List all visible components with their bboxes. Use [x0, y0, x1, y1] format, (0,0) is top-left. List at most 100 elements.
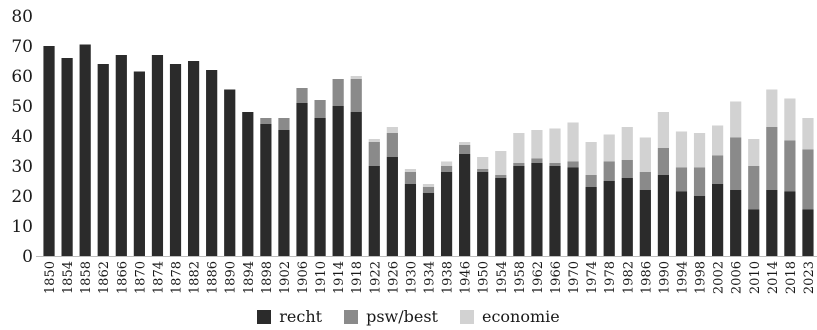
- bar-segment-economie-2006: [730, 101, 742, 138]
- y-tick-label: 30: [11, 157, 33, 177]
- y-tick-label: 50: [11, 97, 33, 117]
- legend-item-recht: recht: [257, 307, 322, 326]
- bar-segment-recht-1946: [459, 154, 471, 256]
- bar-segment-recht-1978: [603, 181, 615, 256]
- x-tick-label: 1946: [459, 261, 474, 294]
- x-tick-label: 2010: [748, 261, 763, 294]
- bar-segment-economie-1994: [675, 131, 688, 168]
- bar-segment-recht-1878: [169, 64, 182, 256]
- bar-segment-economie-2010: [748, 139, 760, 166]
- bar-segment-psw-best-1926: [386, 133, 398, 157]
- bar-segment-economie-1950: [477, 157, 489, 169]
- bar-segment-recht-1854: [61, 58, 73, 256]
- bar-segment-economie-1974: [585, 142, 597, 175]
- bar-segment-psw-best-2014: [766, 127, 778, 190]
- x-tick-label: 1910: [314, 261, 329, 294]
- bar-segment-economie-1926: [386, 127, 398, 133]
- bar-segment-economie-1918: [350, 76, 362, 79]
- bar-segment-psw-best-1914: [332, 79, 344, 106]
- bar-segment-economie-1990: [657, 112, 670, 148]
- bar-segment-economie-1970: [567, 122, 579, 162]
- bar-segment-recht-1902: [278, 130, 290, 256]
- legend-swatch-recht: [257, 309, 272, 324]
- bar-segment-economie-2023: [802, 118, 814, 150]
- bar-segment-recht-1970: [567, 167, 579, 256]
- bar-segment-recht-1950: [477, 172, 489, 256]
- bar-segment-psw-best-1970: [567, 161, 579, 168]
- bar-segment-economie-1978: [603, 134, 615, 162]
- bar-segment-psw-best-1998: [693, 167, 706, 196]
- bar-segment-recht-1930: [404, 184, 417, 256]
- legend-label-economie: economie: [481, 307, 560, 326]
- x-tick-label: 1862: [97, 261, 112, 294]
- bar-segment-psw-best-2002: [712, 155, 724, 184]
- bar-segment-recht-1998: [693, 196, 706, 256]
- x-tick-label: 1966: [549, 261, 564, 294]
- bar-segment-psw-best-1930: [404, 172, 417, 184]
- y-axis: 0 10 20 30 40 50 60 70 80: [11, 7, 817, 267]
- x-tick-label: 2023: [802, 261, 817, 294]
- bar-segment-psw-best-1946: [459, 145, 471, 154]
- x-tick-label: 1930: [404, 261, 419, 294]
- bar-segment-recht-2010: [748, 209, 760, 256]
- bar-segment-psw-best-1902: [278, 118, 290, 130]
- bar-segment-recht-1858: [79, 44, 91, 256]
- x-tick-label: 2014: [766, 261, 781, 294]
- x-tick-label: 1886: [206, 261, 221, 294]
- y-tick-label: 70: [11, 37, 33, 57]
- bar-segment-economie-1958: [513, 133, 525, 163]
- bar-segment-psw-best-1898: [260, 118, 272, 124]
- x-tick-label: 1902: [278, 261, 293, 294]
- bar-segment-psw-best-1918: [350, 79, 362, 112]
- bar-segment-recht-1954: [495, 178, 507, 256]
- bar-segment-recht-1982: [621, 178, 633, 256]
- bar-segment-economie-1966: [549, 128, 561, 163]
- bar-segment-psw-best-1990: [657, 148, 670, 175]
- bar-segment-recht-1890: [224, 89, 236, 256]
- y-tick-label: 60: [11, 67, 33, 87]
- x-tick-label: 1898: [260, 261, 275, 294]
- bar-segment-recht-1922: [368, 166, 380, 256]
- bar-segment-recht-1974: [585, 187, 597, 256]
- x-tick-label: 2002: [712, 261, 727, 294]
- bar-segment-recht-2006: [730, 190, 742, 256]
- bar-segment-psw-best-1958: [513, 163, 525, 166]
- bar-segment-psw-best-2006: [730, 137, 742, 190]
- bar-segment-economie-1934: [422, 184, 435, 187]
- x-tick-label: 1970: [567, 261, 582, 294]
- bar-segment-recht-2018: [784, 191, 796, 256]
- x-axis: 1850 1854 1858 1862 1866 1870 1874 1878 1882 1886…: [43, 261, 817, 294]
- legend-swatch-psw-best: [344, 309, 359, 324]
- bar-segment-recht-2002: [712, 184, 724, 256]
- bar-segment-psw-best-1974: [585, 175, 597, 187]
- x-tick-label: 1954: [495, 261, 510, 294]
- bar-segment-economie-2002: [712, 125, 724, 156]
- bar-segment-psw-best-1994: [675, 167, 688, 192]
- bar-segment-recht-1874: [151, 55, 164, 256]
- bar-segment-recht-1910: [314, 118, 326, 256]
- bar-segment-recht-1866: [115, 55, 127, 256]
- bar-segment-recht-1886: [206, 70, 218, 256]
- x-tick-label: 1906: [296, 261, 311, 294]
- x-tick-label: 1994: [675, 261, 690, 294]
- y-tick-label: 40: [11, 127, 33, 147]
- x-tick-label: 1874: [151, 261, 166, 294]
- bar-segment-psw-best-2018: [784, 140, 796, 192]
- x-tick-label: 1894: [242, 261, 257, 294]
- bar-segment-economie-1954: [495, 151, 507, 175]
- bar-segment-recht-1862: [97, 64, 109, 256]
- bar-segment-psw-best-1910: [314, 100, 326, 118]
- bar-segment-recht-1938: [440, 172, 453, 256]
- bar-segment-psw-best-1986: [639, 172, 651, 190]
- bar-segment-recht-1882: [187, 61, 200, 256]
- bar-segment-economie-2018: [784, 98, 796, 141]
- bar-segment-psw-best-1922: [368, 142, 380, 166]
- bar-segment-economie-1946: [459, 142, 471, 145]
- x-tick-label: 1882: [188, 261, 203, 294]
- bar-segment-economie-1986: [639, 137, 651, 172]
- bar-segment-recht-1962: [531, 163, 543, 256]
- bar-segment-economie-1922: [368, 139, 380, 142]
- bar-segment-psw-best-1950: [477, 169, 489, 172]
- bar-segment-recht-1986: [639, 190, 651, 256]
